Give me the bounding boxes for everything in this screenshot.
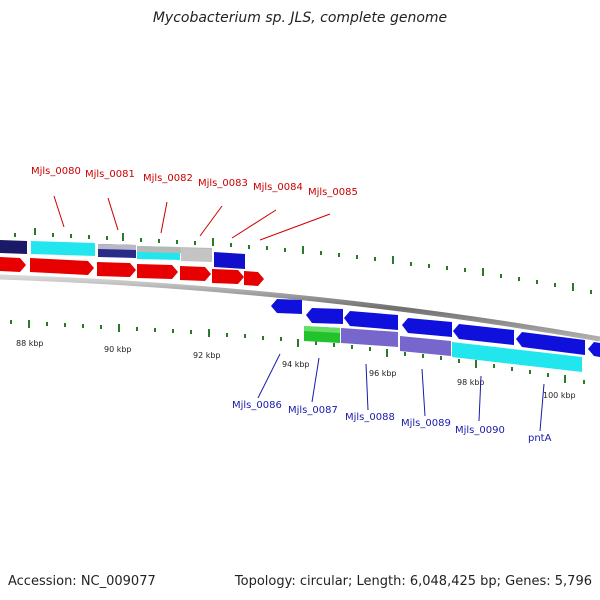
gene-bar (400, 336, 451, 356)
cds-arrow (30, 258, 94, 275)
cds-arrow (588, 342, 600, 357)
cds-arrow (244, 271, 264, 286)
cds-arrow (271, 299, 302, 314)
scale-labels: 88 kbp 90 kbp 92 kbp 94 kbp 96 kbp 98 kb… (16, 339, 576, 400)
cds-arrow (212, 269, 244, 284)
gene-bar (31, 241, 95, 256)
tick-ring-inner (10, 320, 585, 384)
genome-backbone (0, 274, 600, 342)
gene-label[interactable]: Mjls_0084 (253, 182, 303, 193)
accession-text: Accession: NC_009077 (8, 574, 156, 589)
gene-bar (341, 328, 398, 347)
gene-bar (214, 252, 245, 269)
gene-label[interactable]: Mjls_0088 (345, 412, 395, 423)
cds-arrow (0, 257, 26, 272)
scale-label: 96 kbp (369, 369, 397, 378)
gene-label[interactable]: Mjls_0080 (31, 166, 81, 177)
gene-label[interactable]: Mjls_0082 (143, 173, 193, 184)
reverse-cds-ring (271, 299, 600, 357)
cds-arrow (180, 266, 211, 281)
gene-bar (98, 244, 136, 250)
cds-arrow (97, 262, 136, 277)
scale-label: 94 kbp (282, 360, 310, 369)
tick-ring-outer (14, 228, 592, 294)
gene-label[interactable]: pntA (528, 433, 552, 444)
gene-bar (181, 248, 212, 262)
scale-label: 98 kbp (457, 378, 485, 387)
cds-arrow (516, 332, 585, 355)
gene-label[interactable]: Mjls_0081 (85, 169, 135, 180)
gene-label[interactable]: Mjls_0083 (198, 178, 248, 189)
scale-label: 88 kbp (16, 339, 44, 348)
map-title: Mycobacterium sp. JLS, complete genome (152, 10, 448, 26)
forward-gene-labels: Mjls_0080 Mjls_0081 Mjls_0082 Mjls_0083 … (31, 166, 358, 198)
scale-label: 100 kbp (543, 391, 576, 400)
reverse-gene-labels: Mjls_0086 Mjls_0087 Mjls_0088 Mjls_0089 … (232, 400, 552, 444)
cds-arrow (453, 324, 514, 345)
gene-bar (304, 326, 340, 333)
scale-label: 92 kbp (193, 351, 221, 360)
cds-arrow (402, 318, 452, 337)
forward-cds-ring (0, 257, 264, 286)
forward-annotation-ring (0, 240, 245, 269)
gene-label[interactable]: Mjls_0090 (455, 425, 505, 436)
gene-label[interactable]: Mjls_0089 (401, 418, 451, 429)
scale-label: 90 kbp (104, 345, 132, 354)
reverse-label-leaders (257, 353, 545, 432)
gene-label[interactable]: Mjls_0087 (288, 405, 338, 416)
cds-arrow (306, 308, 343, 324)
genome-stats-text: Topology: circular; Length: 6,048,425 bp… (234, 574, 592, 589)
gene-label[interactable]: Mjls_0086 (232, 400, 282, 411)
cds-arrow (344, 311, 398, 330)
reverse-annotation-ring (304, 326, 582, 372)
forward-label-leaders (53, 195, 331, 241)
cds-arrow (137, 264, 178, 279)
gene-bar (452, 342, 582, 372)
gene-label[interactable]: Mjls_0085 (308, 187, 358, 198)
gene-bar (0, 240, 27, 254)
